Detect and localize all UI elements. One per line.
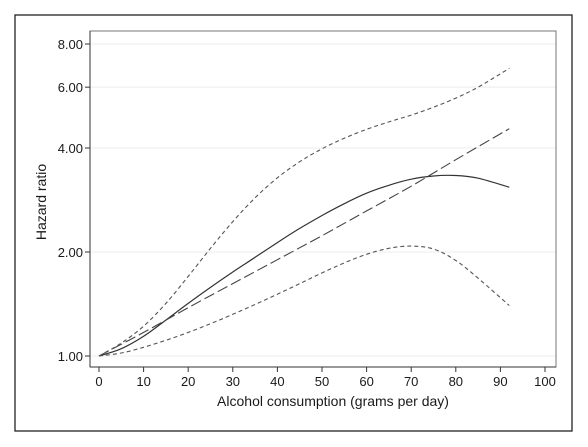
y-tick-label: 2.00 [58, 245, 83, 260]
x-tick-label: 50 [315, 374, 329, 389]
x-tick-label: 10 [136, 374, 150, 389]
axes: 1.00 2.00 4.00 6.00 8.00 0 10 20 30 40 50 60 70 80 90 1… [58, 31, 556, 389]
series-line-long-dash [98, 128, 510, 357]
x-tick-label: 80 [449, 374, 463, 389]
y-tick-label: 6.00 [58, 80, 83, 95]
x-tick-label: 70 [404, 374, 418, 389]
series-lines [98, 67, 510, 357]
y-axis-title: Hazard ratio [33, 164, 49, 240]
y-tick-label: 1.00 [58, 349, 83, 364]
x-tick-label: 0 [95, 374, 102, 389]
y-tick-label: 8.00 [58, 37, 83, 52]
x-tick-label: 40 [270, 374, 284, 389]
series-line-short-dash-2 [98, 67, 510, 357]
x-tick-label: 90 [493, 374, 507, 389]
gridlines [90, 43, 556, 357]
x-tick-label: 60 [359, 374, 373, 389]
x-tick-label: 30 [226, 374, 240, 389]
outer-frame [14, 14, 573, 432]
x-tick-label: 100 [534, 374, 556, 389]
y-tick-label: 4.00 [58, 141, 83, 156]
x-tick-label: 20 [181, 374, 195, 389]
x-axis-title: Alcohol consumption (grams per day) [217, 393, 449, 409]
